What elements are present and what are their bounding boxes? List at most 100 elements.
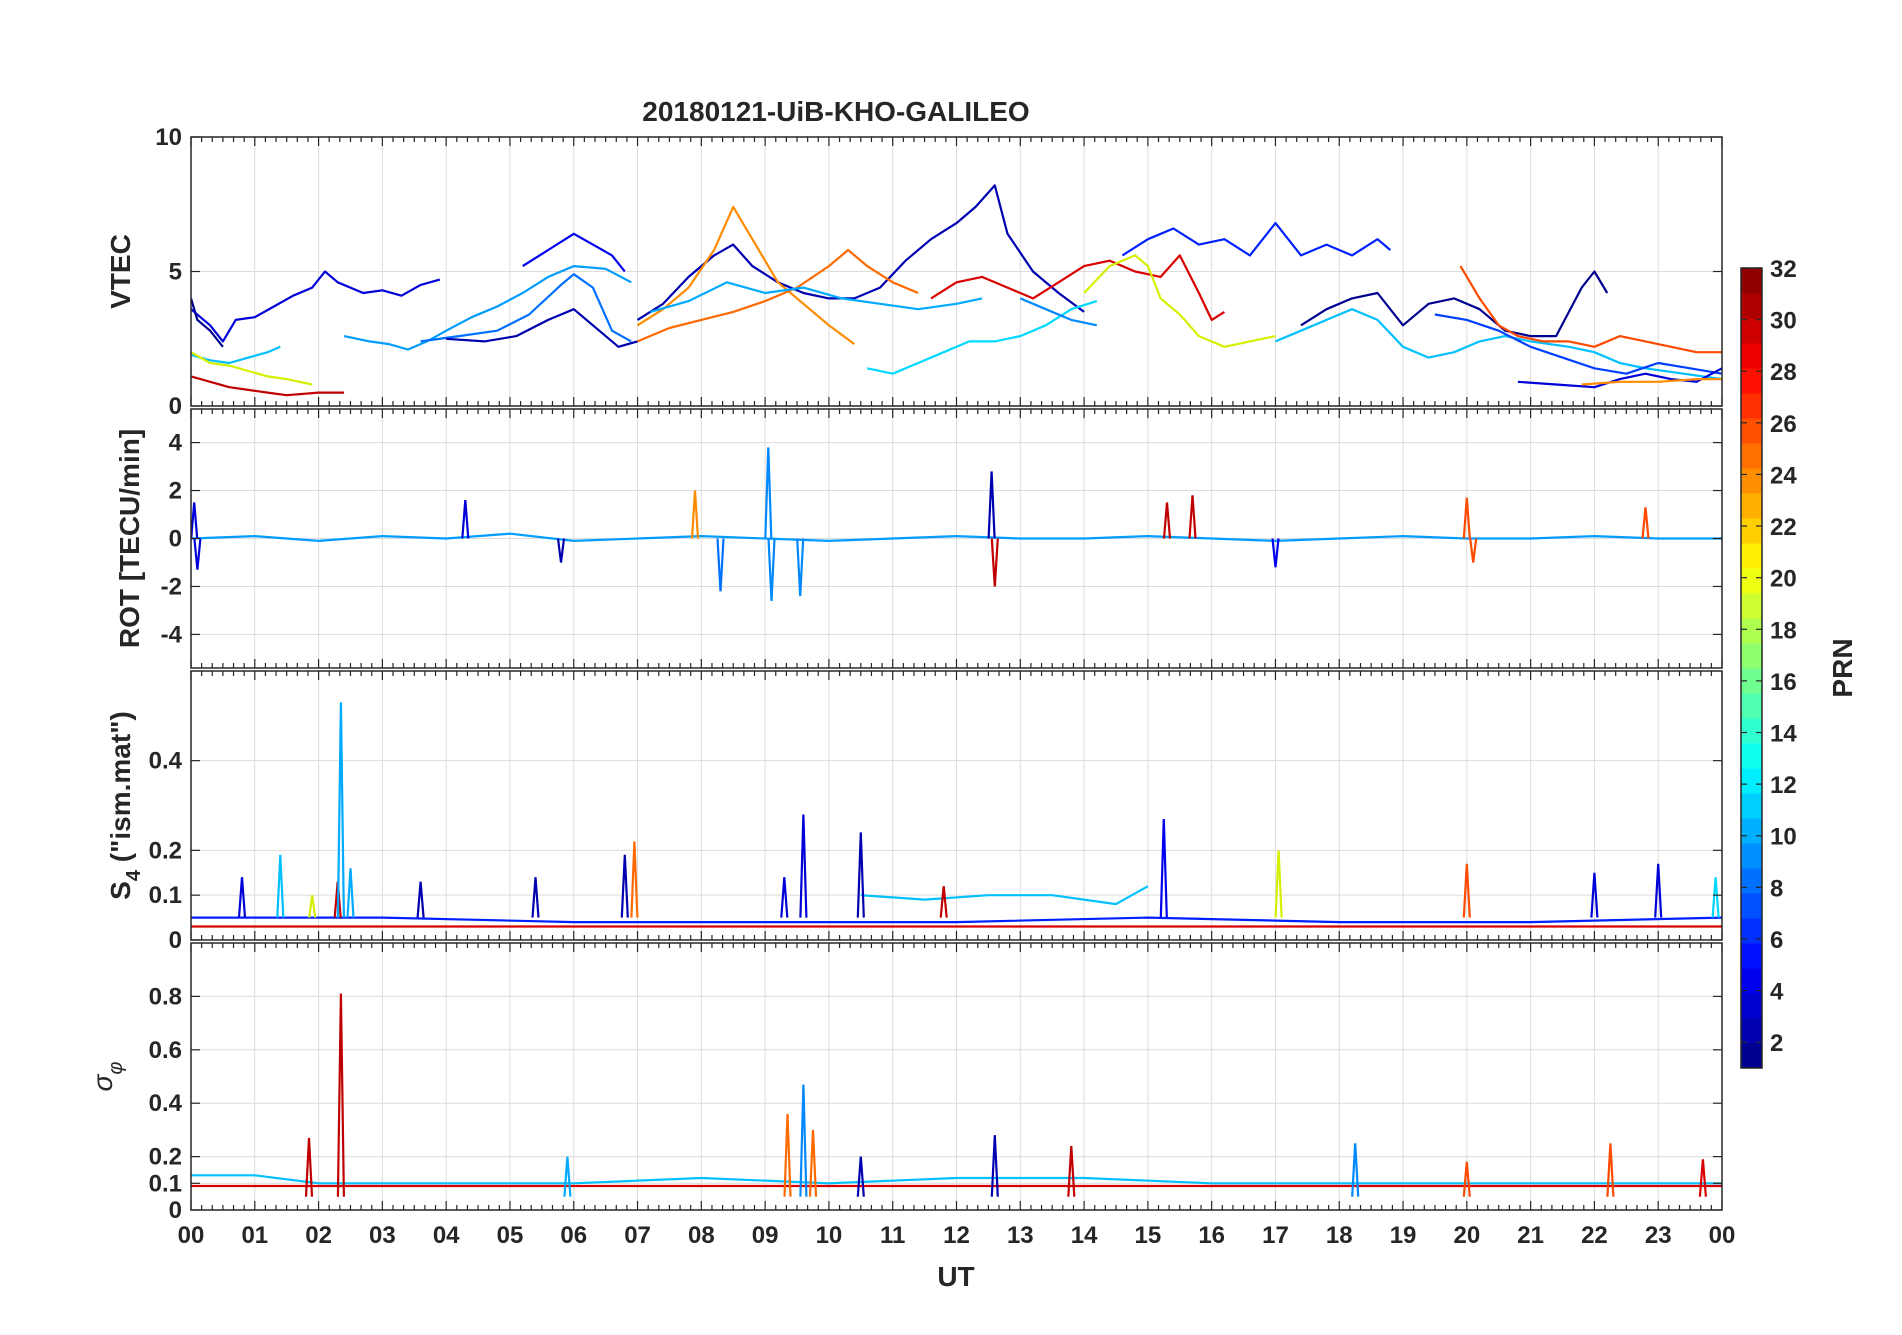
series-prn-5 xyxy=(1121,222,1392,257)
series-prn-24 xyxy=(1581,378,1722,386)
colorbar-tick-label: 16 xyxy=(1770,669,1797,696)
colorbar-tick-label: 24 xyxy=(1770,462,1797,489)
colorbar-label: PRN xyxy=(1827,638,1858,697)
spike-mark xyxy=(1469,538,1478,563)
colorbar-band xyxy=(1741,943,1762,969)
x-tick-label: 20 xyxy=(1453,1222,1480,1249)
colorbar-band xyxy=(1741,743,1762,769)
spike-mark xyxy=(193,538,202,570)
spike-mark xyxy=(1462,1161,1471,1197)
colorbar-tick-label: 10 xyxy=(1770,824,1797,851)
spike-mark xyxy=(1067,1145,1076,1197)
spike-mark xyxy=(1462,497,1471,539)
colorbar-tick-label: 26 xyxy=(1770,411,1797,438)
colorbar-band xyxy=(1741,793,1762,819)
series-prn-10 xyxy=(343,265,632,351)
colorbar-band xyxy=(1741,768,1762,794)
colorbar-band xyxy=(1741,568,1762,594)
spike-mark xyxy=(416,881,425,918)
spike-mark xyxy=(630,841,639,918)
colorbar-band xyxy=(1741,418,1762,444)
y-axis-label-rest: ("ism.mat") xyxy=(105,711,136,870)
x-tick-label: 01 xyxy=(241,1222,268,1249)
chart-title: 20180121-UiB-KHO-GALILEO xyxy=(642,96,1029,127)
colorbar-band xyxy=(1741,693,1762,719)
x-tick-label: 19 xyxy=(1390,1222,1417,1249)
series-prn-12 xyxy=(860,885,1149,906)
spike-mark xyxy=(799,814,808,918)
series-prn-24 xyxy=(636,205,856,345)
x-tick-label: 10 xyxy=(816,1222,843,1249)
panel-sigma_phi: 00.10.2 0.4 0.6 0.8 σφ xyxy=(87,942,1723,1224)
colorbar-tick-label: 12 xyxy=(1770,772,1797,799)
colorbar-tick-label: 6 xyxy=(1770,927,1783,954)
spike-mark xyxy=(783,1113,792,1197)
y-axis-label: VTEC xyxy=(105,234,136,309)
colorbar-band xyxy=(1741,718,1762,744)
colorbar-band xyxy=(1741,818,1762,844)
colorbar-band xyxy=(1741,993,1762,1019)
spike-mark xyxy=(1711,877,1720,918)
colorbar-band xyxy=(1741,618,1762,644)
colorbar-band xyxy=(1741,668,1762,694)
series-prn-1 xyxy=(1300,270,1609,338)
y-tick-label: 0.6 xyxy=(149,1037,182,1064)
colorbar-band xyxy=(1741,1043,1762,1069)
series-prn-1 xyxy=(191,298,224,348)
series-prn-2 xyxy=(636,184,1085,321)
spike-mark xyxy=(191,502,199,539)
colorbar-band xyxy=(1741,968,1762,994)
spike-mark xyxy=(990,1135,999,1197)
series-prn-11 xyxy=(650,281,983,313)
colorbar-tick-label: 18 xyxy=(1770,617,1797,644)
series-prn-20 xyxy=(191,351,313,386)
y-tick-label: 4 xyxy=(169,430,183,457)
spike-mark xyxy=(346,868,355,918)
series-prn-29 xyxy=(930,254,1225,321)
x-tick-label: 04 xyxy=(433,1222,460,1249)
panel-data xyxy=(191,184,1722,397)
series-prn-26 xyxy=(1459,265,1722,354)
series-prn-9 xyxy=(1019,297,1098,327)
y-tick-label: 5 xyxy=(169,259,182,286)
spike-mark xyxy=(856,832,865,918)
spike-mark xyxy=(1641,507,1650,539)
spike-mark xyxy=(620,854,629,918)
spike-mark xyxy=(1351,1143,1360,1197)
series-prn-12 xyxy=(191,345,281,365)
spike-mark xyxy=(237,877,247,918)
spike-mark xyxy=(856,1156,865,1197)
y-axis-label-sub: 4 xyxy=(123,869,145,881)
x-tick-label: 08 xyxy=(688,1222,715,1249)
colorbar-band xyxy=(1741,293,1762,319)
x-tick-label: 12 xyxy=(943,1222,970,1249)
spike-mark xyxy=(336,993,345,1197)
colorbar-band xyxy=(1741,643,1762,669)
y-tick-label: -2 xyxy=(161,573,182,600)
colorbar-band xyxy=(1741,893,1762,919)
spike-mark xyxy=(780,877,789,918)
y-tick-label: 10 xyxy=(155,124,182,151)
y-axis-label: ROT [TECU/min] xyxy=(114,429,145,648)
colorbar-band xyxy=(1741,843,1762,869)
spike-mark xyxy=(461,500,470,539)
spike-mark xyxy=(939,886,948,918)
series-prn-20 xyxy=(1083,254,1276,348)
x-tick-label: 00 xyxy=(178,1222,205,1249)
y-tick-label: 2 xyxy=(169,478,182,505)
x-tick-label: 02 xyxy=(305,1222,332,1249)
colorbar-band xyxy=(1741,318,1762,344)
spike-mark xyxy=(531,877,540,918)
colorbar-band xyxy=(1741,268,1762,294)
colorbar-band xyxy=(1741,443,1762,469)
spike-mark xyxy=(764,447,773,539)
spike-mark xyxy=(767,538,776,601)
colorbar-band xyxy=(1741,868,1762,894)
spike-mark xyxy=(1698,1159,1707,1197)
spike-mark xyxy=(556,538,566,563)
panel-data xyxy=(191,702,1722,928)
spike-mark xyxy=(799,1084,808,1197)
x-tick-label: 16 xyxy=(1198,1222,1225,1249)
